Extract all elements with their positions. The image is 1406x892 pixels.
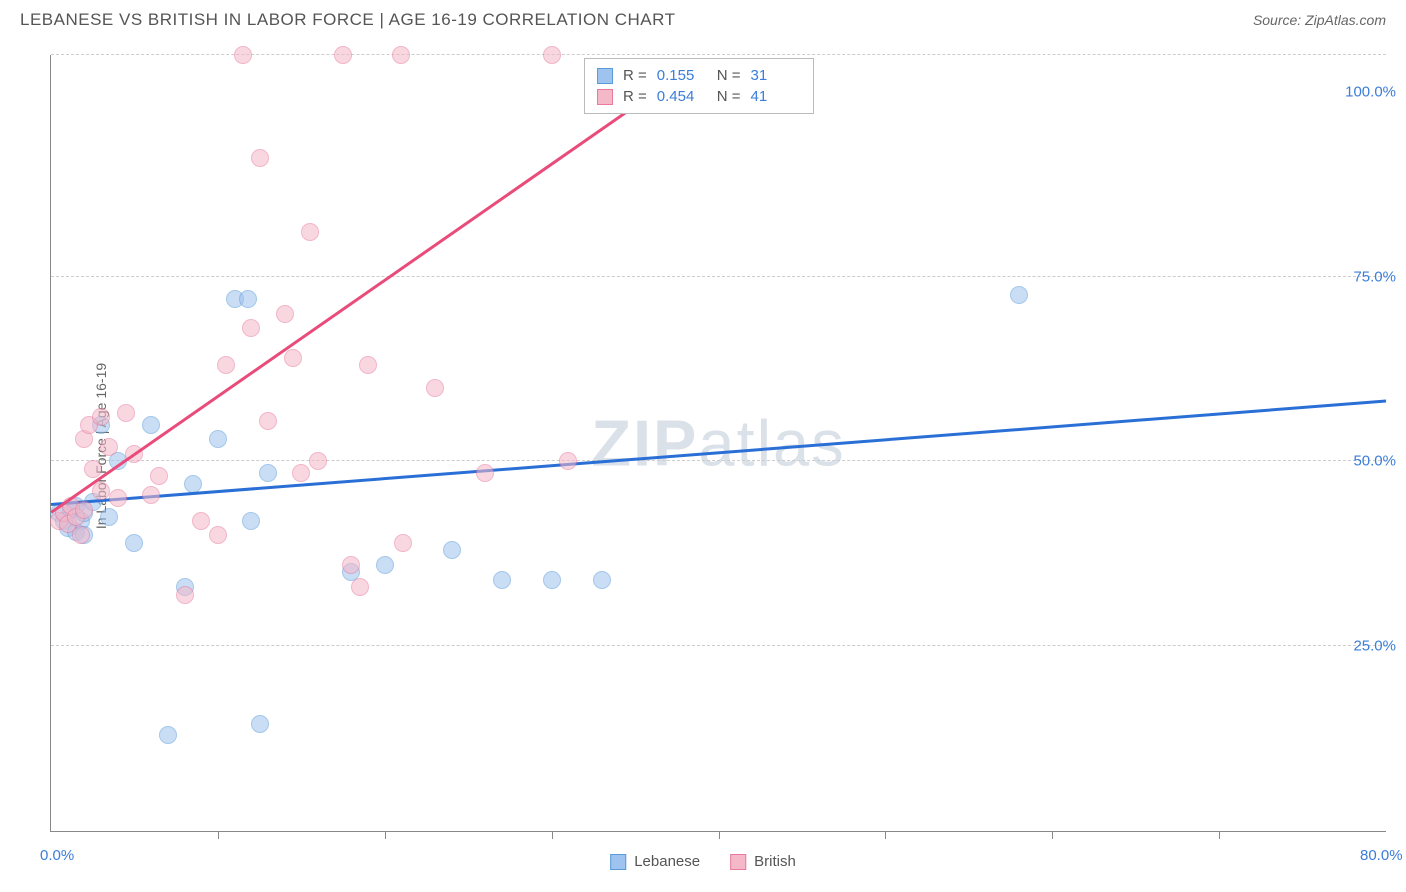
series-swatch [597,68,613,84]
watermark: ZIPatlas [591,406,845,481]
watermark-bold: ZIP [591,407,698,480]
data-point [192,512,210,530]
data-point [426,379,444,397]
legend-swatch [610,854,626,870]
data-point [242,319,260,337]
data-point [184,475,202,493]
data-point [209,430,227,448]
stats-box: R = 0.155 N = 31 R = 0.454 N = 41 [584,58,814,114]
x-tick [885,831,886,839]
y-tick-label: 100.0% [1345,83,1396,100]
x-tick [719,831,720,839]
data-point [72,526,90,544]
data-point [109,489,127,507]
x-tick [385,831,386,839]
stats-row: R = 0.155 N = 31 [597,65,801,86]
data-point [559,452,577,470]
data-point [359,356,377,374]
data-point [543,46,561,64]
data-point [117,404,135,422]
data-point [301,223,319,241]
data-point [150,467,168,485]
gridline-horizontal [51,460,1386,461]
y-tick-label: 50.0% [1353,453,1396,470]
source-label: Source: ZipAtlas.com [1253,12,1386,28]
legend: Lebanese British [610,853,796,870]
r-label: R = [623,67,647,84]
legend-item: Lebanese [610,853,700,870]
chart-title: LEBANESE VS BRITISH IN LABOR FORCE | AGE… [20,10,676,30]
data-point [292,464,310,482]
data-point [242,512,260,530]
data-point [443,541,461,559]
data-point [309,452,327,470]
data-point [276,305,294,323]
legend-label: Lebanese [634,853,700,870]
data-point [259,412,277,430]
n-value: 31 [751,67,801,84]
data-point [159,726,177,744]
data-point [100,438,118,456]
data-point [100,508,118,526]
n-label: N = [717,67,741,84]
data-point [75,501,93,519]
x-tick [1052,831,1053,839]
r-label: R = [623,88,647,105]
gridline-horizontal [51,276,1386,277]
data-point [84,460,102,478]
data-point [92,482,110,500]
series-swatch [597,89,613,105]
data-point [125,534,143,552]
data-point [239,290,257,308]
legend-swatch [730,854,746,870]
data-point [476,464,494,482]
data-point [259,464,277,482]
trendline [50,104,635,513]
data-point [593,571,611,589]
x-tick [1219,831,1220,839]
data-point [394,534,412,552]
data-point [284,349,302,367]
data-point [176,586,194,604]
n-value: 41 [751,88,801,105]
stats-row: R = 0.454 N = 41 [597,86,801,107]
r-value: 0.155 [657,67,707,84]
chart-plot-area: ZIPatlas [50,55,1386,832]
x-tick [218,831,219,839]
data-point [142,486,160,504]
y-tick-label: 75.0% [1353,268,1396,285]
data-point [351,578,369,596]
data-point [376,556,394,574]
data-point [334,46,352,64]
legend-label: British [754,853,796,870]
data-point [493,571,511,589]
r-value: 0.454 [657,88,707,105]
data-point [251,715,269,733]
gridline-horizontal [51,645,1386,646]
x-tick-label: 0.0% [40,847,74,864]
data-point [209,526,227,544]
x-tick [552,831,553,839]
data-point [251,149,269,167]
y-tick-label: 25.0% [1353,638,1396,655]
trendline [51,400,1386,506]
data-point [543,571,561,589]
x-tick-label: 80.0% [1360,847,1403,864]
data-point [234,46,252,64]
legend-item: British [730,853,796,870]
data-point [1010,286,1028,304]
data-point [342,556,360,574]
data-point [392,46,410,64]
data-point [217,356,235,374]
data-point [92,408,110,426]
n-label: N = [717,88,741,105]
data-point [142,416,160,434]
